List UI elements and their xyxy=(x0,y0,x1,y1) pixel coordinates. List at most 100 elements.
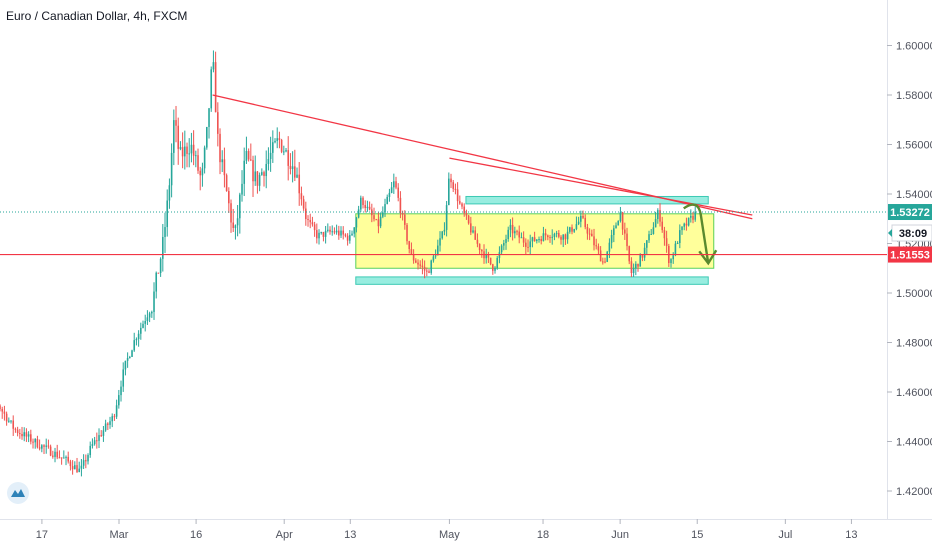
candle-body xyxy=(120,386,122,396)
candle-body xyxy=(43,445,45,447)
candle-body xyxy=(650,234,653,236)
candle-body xyxy=(357,209,360,218)
candle-body xyxy=(122,369,125,387)
candle-body xyxy=(474,230,477,240)
candle-body xyxy=(540,239,543,242)
candle-body xyxy=(296,174,298,178)
candle-body xyxy=(619,212,622,221)
candle-body xyxy=(115,405,118,417)
candle-body xyxy=(269,152,272,159)
x-tick-label: May xyxy=(439,529,460,541)
candle-body xyxy=(278,138,281,141)
candle-body xyxy=(184,146,186,157)
candle-body xyxy=(580,215,582,222)
price-axis[interactable]: 1.620001.600001.580001.560001.540001.520… xyxy=(887,0,932,498)
candle-body xyxy=(320,232,323,234)
candle-body xyxy=(225,175,228,192)
candle-body xyxy=(247,151,250,160)
candle-body xyxy=(410,249,413,255)
candle-body xyxy=(496,257,499,268)
candle-body xyxy=(96,440,98,442)
candle-body xyxy=(5,413,8,422)
candle-body xyxy=(276,138,279,141)
candle-body xyxy=(384,204,386,213)
candle-body xyxy=(58,457,61,459)
candle-body xyxy=(542,233,545,242)
candle-body xyxy=(467,215,470,224)
candle-body xyxy=(364,205,367,208)
candle-body xyxy=(544,233,547,236)
candle-body xyxy=(692,215,694,220)
candle-body xyxy=(135,338,138,341)
candle-body xyxy=(635,263,637,269)
candle-body xyxy=(375,219,378,221)
candle-body xyxy=(305,208,307,219)
candle-body xyxy=(586,227,589,234)
candle-body xyxy=(131,350,133,357)
candle-body xyxy=(448,178,450,206)
candle-body xyxy=(353,227,356,234)
candle-body xyxy=(27,434,30,437)
candle-body xyxy=(54,451,56,457)
candle-body xyxy=(615,225,617,229)
candle-body xyxy=(487,253,490,258)
candle-body xyxy=(390,187,393,193)
candle-body xyxy=(588,233,591,235)
candle-body xyxy=(560,236,562,240)
candle-body xyxy=(243,160,246,184)
candle-body xyxy=(595,245,598,247)
candle-body xyxy=(0,405,1,410)
candle-body xyxy=(459,201,461,204)
candle-body xyxy=(148,313,151,318)
candle-body xyxy=(450,178,452,183)
candle-body xyxy=(553,233,556,237)
candle-body xyxy=(36,438,39,448)
candles xyxy=(0,50,697,477)
candle-body xyxy=(597,246,600,251)
candle-body xyxy=(505,238,507,244)
candle-body xyxy=(514,231,516,234)
candle-body xyxy=(511,224,514,234)
candle-body xyxy=(531,237,534,242)
candle-body xyxy=(329,229,331,232)
time-axis[interactable]: 17 Mar 16 Apr 13 May 18 Jun 15 Jul 13 xyxy=(36,519,858,541)
tradingview-logo-icon[interactable] xyxy=(7,482,29,504)
candle-body xyxy=(346,235,349,241)
candle-body xyxy=(430,260,433,273)
candle-body xyxy=(316,230,318,239)
candle-body xyxy=(434,255,437,257)
candle-body xyxy=(221,159,224,163)
candle-body xyxy=(393,181,395,188)
candle-body xyxy=(518,231,521,238)
candle-body xyxy=(428,271,430,273)
candle-body xyxy=(652,227,655,235)
y-tick-label: 1.62000 xyxy=(896,0,932,3)
candle-body xyxy=(401,213,404,215)
candle-body xyxy=(63,457,65,459)
candle-body xyxy=(382,212,384,217)
candle-body xyxy=(342,230,345,235)
candle-body xyxy=(206,126,208,148)
candle-body xyxy=(377,219,380,227)
candle-body xyxy=(439,238,441,246)
candle-body xyxy=(617,220,620,226)
candle-body xyxy=(129,356,131,358)
candle-body xyxy=(258,174,261,186)
candle-body xyxy=(406,224,408,242)
candle-body xyxy=(111,416,114,422)
candle-body xyxy=(289,165,292,170)
candle-body xyxy=(144,321,147,324)
candle-body xyxy=(230,203,232,223)
candle-body xyxy=(628,246,631,262)
candle-body xyxy=(234,225,237,229)
chart-title: Euro / Canadian Dollar, 4h, FXCM xyxy=(6,9,187,23)
candle-body xyxy=(3,411,6,414)
candle-body xyxy=(566,231,569,240)
zone-resistance xyxy=(465,195,709,205)
candle-body xyxy=(30,434,32,442)
y-tick-label: 1.50000 xyxy=(896,288,932,300)
candle-body xyxy=(386,196,389,205)
candle-body xyxy=(507,229,510,239)
candle-body xyxy=(239,194,241,219)
